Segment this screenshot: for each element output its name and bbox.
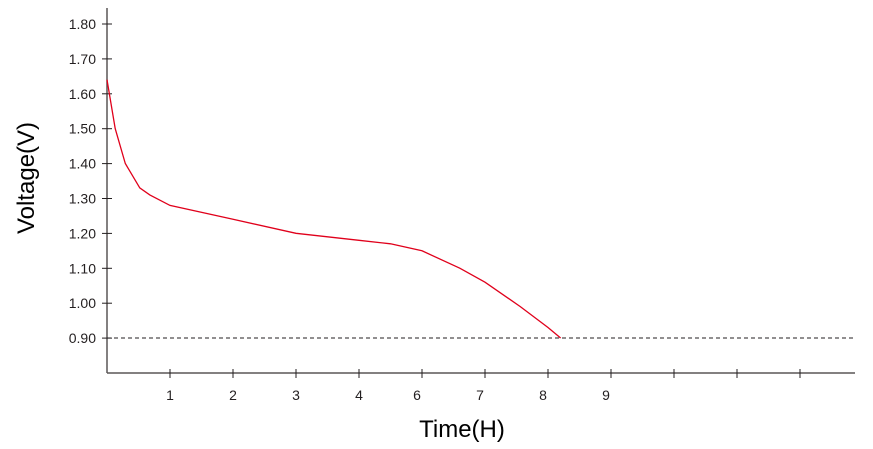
x-tick-label: 2 — [229, 387, 237, 403]
y-tick-label: 1.60 — [69, 86, 96, 102]
y-tick-label: 1.30 — [69, 191, 96, 207]
y-axis-title: Voltage(V) — [13, 122, 40, 234]
y-tick-label: 1.10 — [69, 260, 96, 276]
x-tick-label: 7 — [476, 387, 484, 403]
y-tick-label: 1.80 — [69, 16, 96, 32]
x-tick-label: 3 — [292, 387, 300, 403]
y-tick-label: 1.50 — [69, 121, 96, 137]
x-axis-title: Time(H) — [419, 416, 505, 443]
y-axis: 1.80 1.70 1.60 1.50 1.40 1.30 1.20 1.10 1.00 0.90 — [69, 8, 112, 373]
y-tick-label: 1.70 — [69, 51, 96, 67]
x-tick-label: 8 — [539, 387, 547, 403]
y-tick-label: 1.20 — [69, 225, 96, 241]
x-tick-label: 9 — [602, 387, 610, 403]
discharge-curve — [106, 79, 562, 339]
x-tick-label: 4 — [355, 387, 363, 403]
x-axis: 1 2 3 4 6 7 8 9 — [107, 369, 855, 403]
x-tick-label: 6 — [413, 387, 421, 403]
y-tick-label: 0.90 — [69, 330, 96, 346]
y-tick-label: 1.00 — [69, 295, 96, 311]
x-tick-label: 1 — [166, 387, 174, 403]
y-tick-label: 1.40 — [69, 156, 96, 172]
